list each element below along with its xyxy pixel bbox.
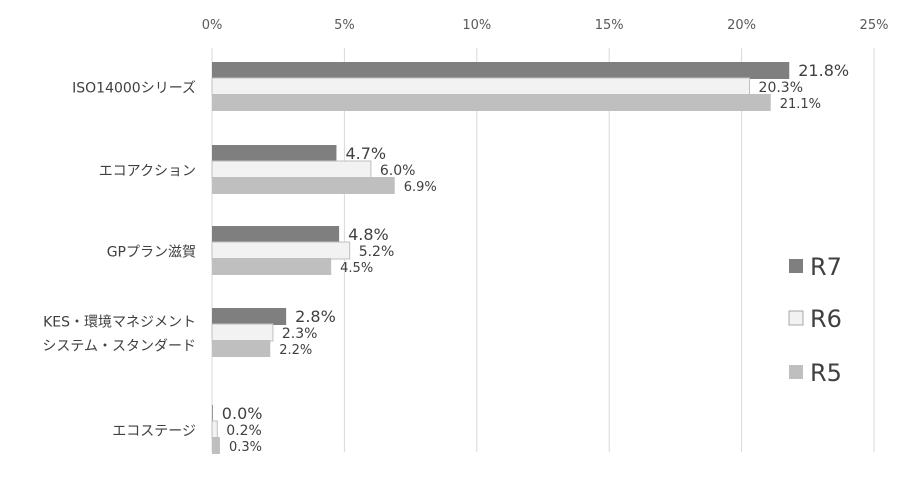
data-label-r5: 6.9% <box>404 180 437 195</box>
x-tick-label: 15% <box>595 18 624 33</box>
bar-r6 <box>211 323 274 342</box>
bar-r5 <box>212 340 271 357</box>
category-label: エコアクション <box>99 164 196 180</box>
data-label-r6: 20.3% <box>759 80 803 96</box>
data-label-r6: 0.2% <box>226 423 262 439</box>
category-label: エコステージ <box>112 424 196 440</box>
legend-swatch-r7 <box>789 259 803 273</box>
bar-r7 <box>212 62 790 79</box>
bar-r7 <box>212 226 340 243</box>
category-label: GPプラン滋賀 <box>107 245 196 261</box>
bar-r7 <box>212 145 337 162</box>
x-tick-label: 10% <box>462 18 491 33</box>
data-labels: 21.8% 4.7% 4.8% 2.8% 0.0% 20.3% 6.0% 5.2% 2.3% 0.… <box>222 61 849 455</box>
gridlines <box>211 48 875 452</box>
data-label-r7: 2.8% <box>295 307 336 326</box>
legend-label-r5: R5 <box>810 359 842 387</box>
bar-r6 <box>211 420 218 439</box>
data-label-r6: 2.3% <box>282 326 318 342</box>
bar-r5 <box>212 258 332 275</box>
data-label-r5: 0.3% <box>229 440 262 455</box>
category-label: システム・スタンダード <box>42 339 196 355</box>
bar-r6 <box>211 77 751 96</box>
x-tick-label: 20% <box>727 18 756 33</box>
x-tick-label: 0% <box>202 18 223 33</box>
data-label-r7: 4.7% <box>345 144 386 163</box>
data-label-r6: 6.0% <box>380 163 416 179</box>
bar-r7 <box>212 405 213 422</box>
bars <box>211 62 790 454</box>
legend-swatch-r5 <box>789 365 803 379</box>
data-label-r5: 21.1% <box>780 97 821 112</box>
category-label: ISO14000シリーズ <box>72 81 196 97</box>
data-label-r6: 5.2% <box>359 244 395 260</box>
bar-r7 <box>212 308 287 325</box>
data-label-r5: 4.5% <box>340 261 373 276</box>
x-tick-label: 5% <box>334 18 355 33</box>
data-label-r7: 4.8% <box>348 225 389 244</box>
data-label-r7: 21.8% <box>798 61 849 80</box>
x-axis-ticks: 0% 5% 10% 15% 20% 25% <box>202 18 889 33</box>
x-tick-label: 25% <box>860 18 889 33</box>
bar-r5 <box>212 437 220 454</box>
bar-r5 <box>212 94 771 111</box>
data-label-r7: 0.0% <box>222 404 263 423</box>
bar-r6 <box>211 241 351 260</box>
data-label-r5: 2.2% <box>279 343 312 358</box>
legend-label-r6: R6 <box>810 305 842 333</box>
legend-swatch-r6 <box>788 310 804 326</box>
legend: R7 R6 R5 <box>788 253 842 387</box>
bar-r6 <box>211 160 372 179</box>
bar-r5 <box>212 177 395 194</box>
category-label: KES・環境マネジメント <box>43 315 196 331</box>
legend-label-r7: R7 <box>810 253 842 281</box>
